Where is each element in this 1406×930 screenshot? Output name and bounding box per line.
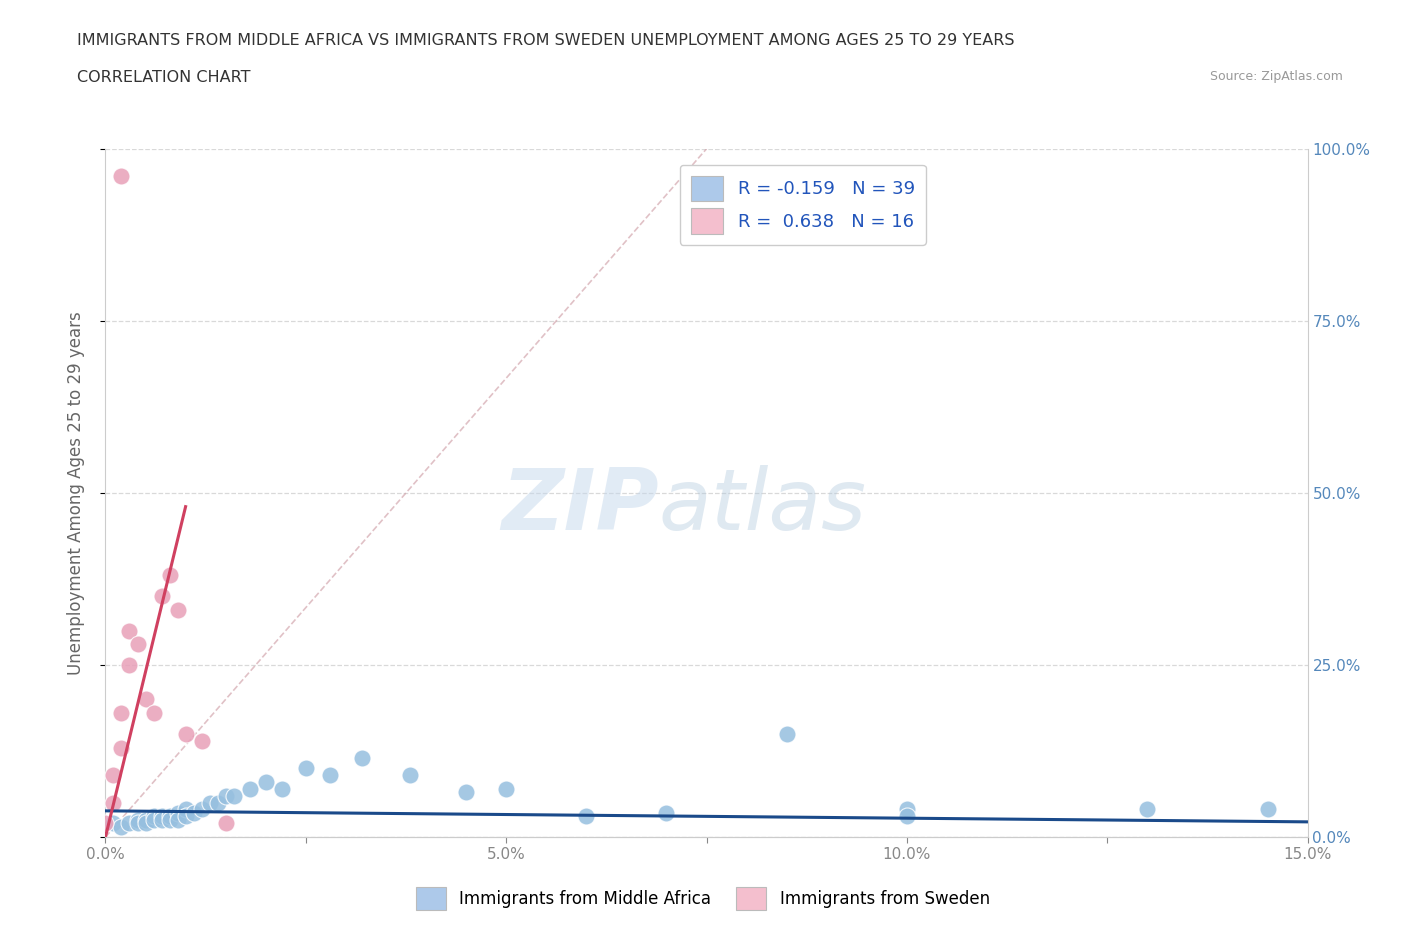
Point (239, 781, 262, 796)
Point (118, 623, 141, 638)
Text: ZIP: ZIP (501, 465, 658, 548)
Point (174, 726, 197, 741)
Point (127, 813, 149, 828)
Legend: R = -0.159   N = 39, R =  0.638   N = 16: R = -0.159 N = 39, R = 0.638 N = 16 (681, 165, 925, 245)
Point (295, 761, 318, 776)
Point (454, 785, 477, 800)
Point (118, 658, 141, 672)
Text: IMMIGRANTS FROM MIDDLE AFRICA VS IMMIGRANTS FROM SWEDEN UNEMPLOYMENT AMONG AGES : IMMIGRANTS FROM MIDDLE AFRICA VS IMMIGRA… (77, 33, 1015, 47)
Point (142, 813, 165, 828)
Point (190, 802, 212, 817)
Point (110, 706, 132, 721)
Point (166, 813, 188, 828)
Point (1136, 802, 1159, 817)
Point (183, 805, 205, 820)
Point (103, 795, 125, 810)
Point (142, 809, 165, 824)
Point (198, 795, 221, 810)
Point (190, 733, 212, 748)
Point (319, 767, 342, 782)
Point (135, 813, 157, 828)
Point (896, 802, 918, 817)
Point (575, 809, 598, 824)
Point (118, 816, 141, 830)
Point (1257, 802, 1279, 817)
Point (174, 802, 197, 817)
Text: Source: ZipAtlas.com: Source: ZipAtlas.com (1209, 70, 1343, 83)
Point (110, 740, 132, 755)
Text: CORRELATION CHART: CORRELATION CHART (77, 70, 250, 85)
Point (174, 809, 197, 824)
Legend: Immigrants from Middle Africa, Immigrants from Sweden: Immigrants from Middle Africa, Immigrant… (409, 880, 997, 917)
Point (166, 603, 188, 618)
Point (495, 781, 517, 796)
Point (776, 726, 799, 741)
Point (166, 805, 188, 820)
Point (135, 692, 157, 707)
Text: atlas: atlas (658, 465, 866, 548)
Point (159, 809, 181, 824)
Point (94, 816, 117, 830)
Point (159, 813, 181, 828)
Point (159, 568, 181, 583)
Point (270, 781, 292, 796)
Point (103, 767, 125, 782)
Point (110, 819, 132, 834)
Point (127, 816, 149, 830)
Point (103, 816, 125, 830)
Point (655, 805, 678, 820)
Point (350, 751, 373, 765)
Point (399, 767, 422, 782)
Point (207, 795, 229, 810)
Point (127, 637, 149, 652)
Point (896, 809, 918, 824)
Point (214, 816, 236, 830)
Point (142, 706, 165, 721)
Point (150, 813, 173, 828)
Point (150, 589, 173, 604)
Point (135, 816, 157, 830)
Point (150, 809, 173, 824)
Point (214, 789, 236, 804)
Y-axis label: Unemployment Among Ages 25 to 29 years: Unemployment Among Ages 25 to 29 years (66, 311, 84, 675)
Point (222, 789, 245, 804)
Point (110, 169, 132, 184)
Point (254, 775, 277, 790)
